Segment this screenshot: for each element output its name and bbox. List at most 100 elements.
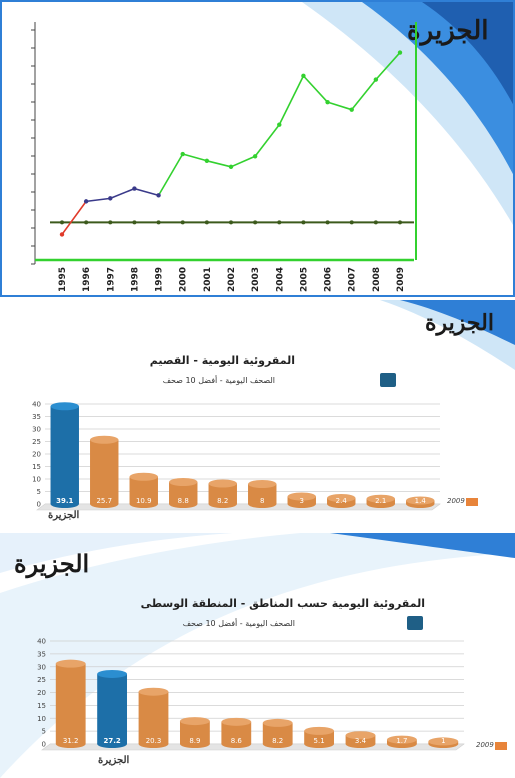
x-tick-label: 2009 xyxy=(396,267,406,292)
y-tick-label: 25 xyxy=(37,676,46,684)
bar-base xyxy=(179,740,210,748)
series-segment xyxy=(302,75,329,103)
baseline-point xyxy=(325,220,330,225)
bar-body xyxy=(97,673,128,744)
series-point xyxy=(349,107,354,112)
bar: 8.2 xyxy=(262,718,293,748)
data-label: 1.4 xyxy=(415,497,427,505)
series-point xyxy=(325,99,330,105)
data-label: 8.2 xyxy=(217,497,228,505)
series-segment xyxy=(278,75,305,126)
bar: 8.6 xyxy=(221,717,252,748)
data-label: 39.1 xyxy=(56,497,73,505)
line-chart: 1995 1996 1997 1998 1999 2000 2001 2002 2003 2004… xyxy=(31,22,417,292)
bar-body xyxy=(129,476,158,504)
bar-base xyxy=(129,500,158,508)
y-tick-label: 30 xyxy=(37,663,46,671)
data-label: 8.6 xyxy=(231,737,243,745)
bar-body xyxy=(248,484,277,504)
y-tick-label: 20 xyxy=(32,451,41,459)
bar-cap xyxy=(90,435,119,444)
data-label: 1.7 xyxy=(396,737,407,745)
bar: 8.9 xyxy=(179,717,210,748)
bar: 8 xyxy=(248,480,277,508)
bar-cap xyxy=(50,402,79,411)
y-tick-label: 35 xyxy=(37,650,46,658)
data-label: 27.2 xyxy=(103,737,120,745)
x-tick-label: 2006 xyxy=(324,267,334,292)
bar-base xyxy=(169,500,198,508)
data-label: 2.4 xyxy=(336,497,348,505)
bar-base xyxy=(55,740,86,748)
bar-base xyxy=(345,740,376,748)
bar-body xyxy=(50,406,79,504)
data-label: 20.3 xyxy=(146,737,162,745)
series-point xyxy=(180,151,185,157)
bar-cap xyxy=(179,717,210,726)
series-point xyxy=(228,164,234,169)
legend-label: 2009 xyxy=(476,741,494,749)
baseline-point xyxy=(229,220,233,225)
bar-base xyxy=(248,500,277,508)
bar-cap xyxy=(248,480,277,488)
series-point xyxy=(132,186,137,191)
baseline-point xyxy=(60,220,64,225)
bar: 8.2 xyxy=(208,479,237,508)
bar-brand-label: الجزيرة xyxy=(48,510,80,521)
series-point xyxy=(277,122,282,127)
y-tick-label: 10 xyxy=(32,476,41,484)
bar: 5.1 xyxy=(304,726,335,748)
baseline-point xyxy=(84,220,89,225)
bar-cap xyxy=(97,669,128,678)
bar-base xyxy=(287,500,316,508)
data-label: 8 xyxy=(260,497,264,505)
bar-base xyxy=(221,740,252,748)
bar: 1.4 xyxy=(406,496,435,508)
series-segment xyxy=(351,79,377,111)
bar-body xyxy=(55,663,86,744)
bar-base xyxy=(90,500,119,508)
bar-body xyxy=(169,482,198,504)
bar-body xyxy=(138,691,169,744)
series-segment xyxy=(230,155,256,168)
x-tick-label: 1997 xyxy=(106,267,116,292)
x-tick-label: 2003 xyxy=(251,267,261,292)
series-point xyxy=(373,77,379,82)
y-tick-label: 5 xyxy=(42,728,46,736)
baseline-point xyxy=(398,220,402,225)
series-segment xyxy=(86,197,111,203)
bar-base xyxy=(304,740,335,748)
chart-title: المقروئية اليومية - القصيم xyxy=(149,354,295,367)
data-label: 8.9 xyxy=(189,737,200,745)
legend-swatch xyxy=(495,742,507,750)
x-tick-label: 2008 xyxy=(372,267,382,292)
y-tick-label: 10 xyxy=(37,715,46,723)
bar: 31.2 xyxy=(55,659,86,748)
line-chart-panel: الجزيرة 1995 1996 1997 1998 1999 2000 2001 2002… xyxy=(0,0,515,297)
x-tick-label: 2007 xyxy=(348,267,358,292)
bar-base xyxy=(97,740,128,748)
x-tick-label: 2000 xyxy=(179,267,189,292)
x-tick-label: 1999 xyxy=(155,267,165,292)
y-tick-label: 20 xyxy=(37,689,46,697)
baseline-point xyxy=(108,220,113,225)
series-segment xyxy=(327,101,352,111)
y-tick-label: 15 xyxy=(32,463,41,471)
series-segment xyxy=(375,52,401,81)
bar-cap xyxy=(55,659,86,668)
x-tick-label: 2005 xyxy=(299,267,309,292)
bar-cap xyxy=(406,496,435,505)
baseline-point xyxy=(156,220,161,225)
chart-title: المقروئية اليومية حسب المناطق - المنطقة … xyxy=(140,597,425,610)
bar: 1 xyxy=(428,737,459,748)
bar-body xyxy=(179,721,210,744)
y-tick-label: 35 xyxy=(32,413,41,421)
bar: 25.7 xyxy=(90,435,119,508)
bar-chart-qassim-panel: الجزيرة المقروئية اليومية - القصيم الصحف… xyxy=(0,300,515,528)
y-tick-label: 30 xyxy=(32,426,41,434)
y-tick-label: 5 xyxy=(37,488,41,496)
series-segment xyxy=(134,187,159,197)
bar-cap xyxy=(327,494,356,502)
x-tick-label: 1995 xyxy=(58,267,68,292)
series-segment xyxy=(157,153,184,196)
